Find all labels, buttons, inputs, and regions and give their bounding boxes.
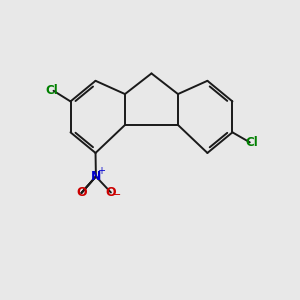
Text: Cl: Cl	[46, 84, 59, 97]
Text: N: N	[91, 170, 101, 183]
Text: −: −	[112, 190, 122, 200]
Text: O: O	[76, 186, 87, 200]
Text: Cl: Cl	[245, 136, 258, 149]
Text: +: +	[97, 167, 105, 176]
Text: O: O	[106, 186, 116, 199]
